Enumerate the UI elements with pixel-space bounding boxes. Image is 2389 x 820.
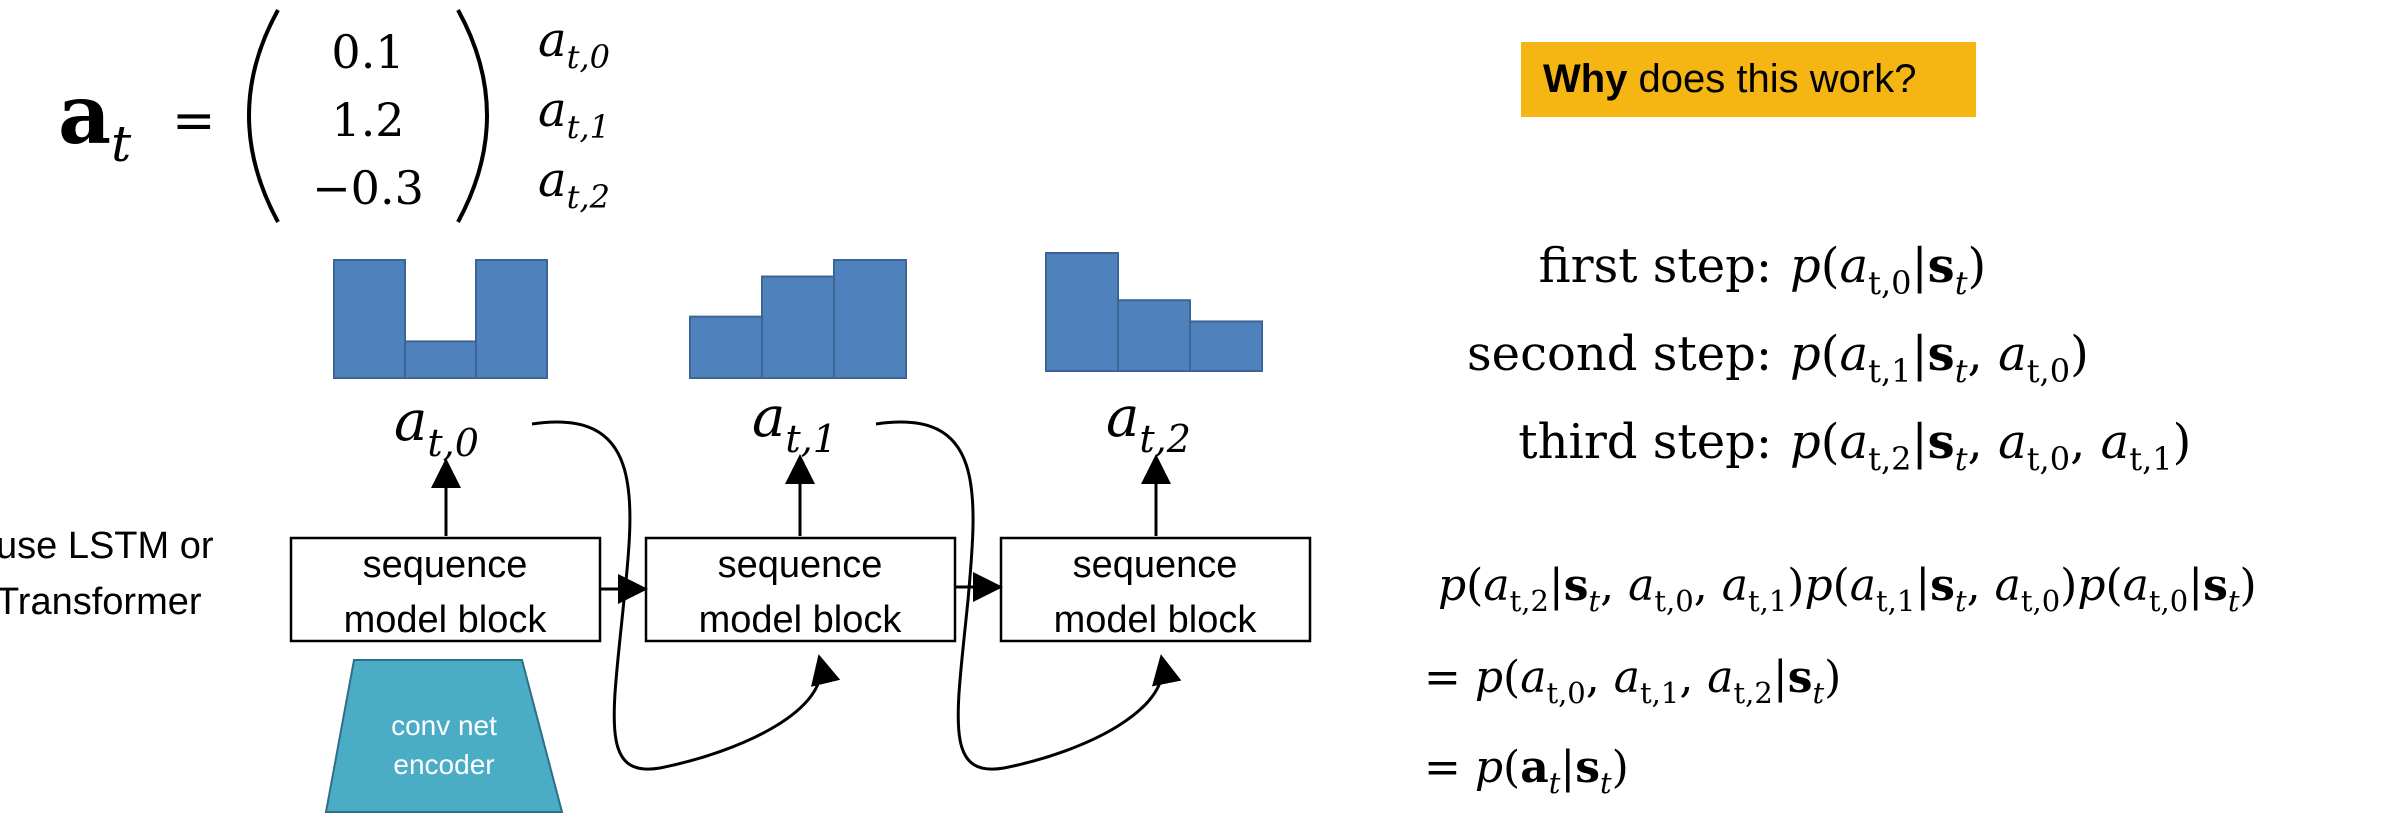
feedback-arrow-1 — [875, 420, 1182, 771]
step-formulas: first step: p(at,0|st) second step: p(at… — [1467, 238, 2191, 478]
dist-2-bar-1 — [1117, 299, 1191, 373]
question-text: Why does this work? — [1543, 57, 1916, 101]
recurrent-arrows — [600, 572, 1003, 604]
encoder-line-2: encoder — [393, 749, 494, 780]
question-bg — [1521, 42, 1976, 117]
sequence-block-1: sequence model block — [644, 536, 957, 643]
dist-0-bar-0 — [333, 259, 406, 379]
block-1-line-2: model block — [699, 599, 903, 641]
step-label-2: third step: — [1518, 414, 1772, 470]
block-1-box — [644, 536, 957, 643]
output-label-1: at,1 — [752, 385, 837, 461]
derivation-line-1: p(at,2|st, at,0, at,1)p(at,1|st, at,0)p(… — [1438, 560, 2257, 618]
side-note: use LSTM or Transformer — [0, 525, 214, 623]
vector-value-2: −0.3 — [312, 161, 424, 215]
block-0-line-1: sequence — [363, 544, 528, 586]
left-paren — [247, 9, 280, 223]
right-paren — [456, 9, 489, 223]
side-note-line-2: Transformer — [0, 581, 202, 623]
dist-1-bar-2 — [833, 259, 907, 379]
derivation: p(at,2|st, at,0, at,1)p(at,1|st, at,0)p(… — [1424, 560, 2257, 800]
vector-label-0: at,0 — [538, 12, 610, 76]
block-2-line-1: sequence — [1073, 544, 1238, 586]
vector-lhs-symbol: a — [58, 67, 111, 163]
block-2-box — [999, 536, 1312, 643]
sequence-block-2: sequence model block — [999, 536, 1312, 643]
step-formula-0: p(at,0|st) — [1790, 238, 1986, 302]
derivation-line-2: = p(at,0, at,1, at,2|st) — [1424, 652, 1841, 710]
vector-label-1: at,1 — [538, 82, 610, 146]
dist-1-bar-1 — [761, 275, 835, 379]
vector-value-1: 1.2 — [331, 93, 404, 147]
dist-0-bar-1 — [404, 340, 477, 380]
block-0-line-2: model block — [344, 599, 548, 641]
vector-equals: = — [172, 91, 216, 151]
feedback-arrow-0 — [531, 420, 841, 771]
step-formula-1: p(at,1|st, at,0) — [1790, 326, 2089, 390]
side-note-line-1: use LSTM or — [0, 525, 214, 567]
derivation-line-3: = p(at|st) — [1424, 742, 1629, 800]
conv-encoder: conv net encoder — [324, 659, 564, 813]
output-labels: at,0 at,1 at,2 — [394, 385, 1191, 465]
block-1-line-1: sequence — [718, 544, 883, 586]
vector-lhs-subscript: t — [111, 115, 132, 173]
vector-equation: at = 0.1 1.2 −0.3 at,0 at,1 at,2 — [58, 9, 610, 223]
step-label-0: first step: — [1539, 238, 1772, 294]
step-formula-2: p(at,2|st, at,0, at,1) — [1790, 414, 2191, 478]
block-0-box — [289, 536, 602, 643]
feedback-arrows — [531, 420, 1182, 771]
vector-lhs: at — [58, 67, 132, 173]
question-box: Why does this work? — [1521, 42, 1976, 117]
step-label-1: second step: — [1467, 326, 1772, 382]
question-rest: does this work? — [1627, 57, 1916, 101]
dist-1-bar-0 — [689, 315, 763, 380]
distribution-histograms — [333, 252, 1263, 380]
dist-0-bar-2 — [475, 259, 548, 379]
upward-arrows — [431, 454, 1171, 536]
sequence-block-0: sequence model block — [289, 536, 602, 643]
question-bold: Why — [1543, 57, 1628, 101]
dist-2-bar-2 — [1189, 320, 1263, 373]
vector-value-0: 0.1 — [331, 25, 404, 79]
vector-label-2: at,2 — [538, 152, 610, 216]
output-label-0: at,0 — [394, 389, 479, 465]
block-2-line-2: model block — [1054, 599, 1258, 641]
encoder-shape — [324, 659, 564, 813]
output-label-2: at,2 — [1106, 385, 1191, 461]
encoder-line-1: conv net — [391, 710, 497, 741]
dist-2-bar-0 — [1045, 252, 1119, 372]
